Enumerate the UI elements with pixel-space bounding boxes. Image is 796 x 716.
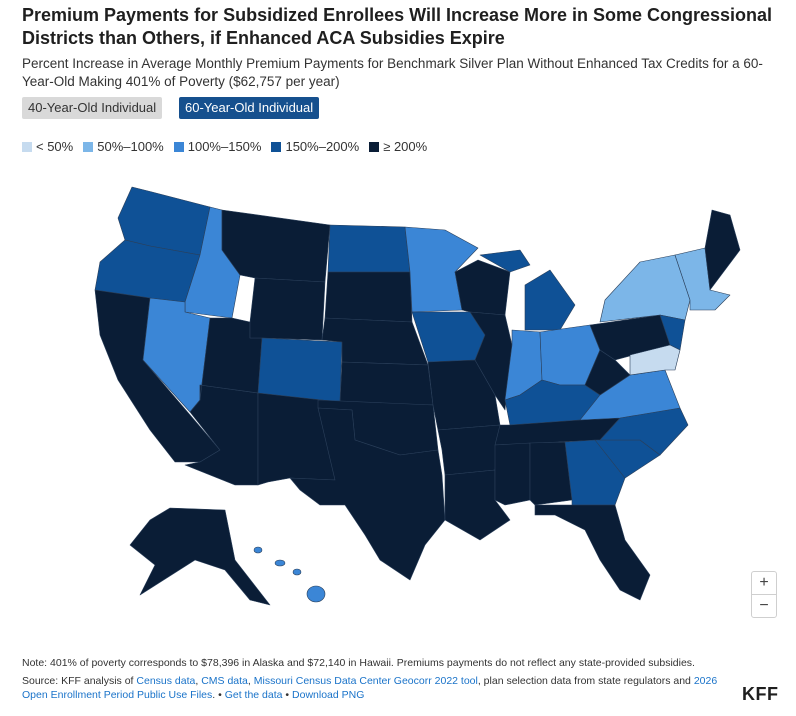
legend-swatch: [22, 141, 32, 152]
source-sep: •: [282, 689, 293, 701]
legend-swatch: [271, 141, 282, 152]
region-new-york[interactable]: [599, 254, 691, 323]
legend-label: 100%–150%: [187, 139, 262, 154]
chart-title: Premium Payments for Subsidized Enrollee…: [22, 5, 773, 48]
zoom-in-button[interactable]: +: [751, 571, 777, 595]
region-colorado[interactable]: [257, 337, 343, 403]
region-texas[interactable]: [289, 407, 446, 581]
get-data-link[interactable]: Get the data: [224, 689, 283, 701]
region-west-virginia[interactable]: [584, 349, 631, 396]
region-montana[interactable]: [221, 209, 331, 283]
region-hawaii[interactable]: [253, 546, 326, 603]
region-kansas[interactable]: [339, 361, 434, 406]
region-michigan[interactable]: [479, 249, 576, 331]
chart-subtitle: Percent Increase in Average Monthly Prem…: [22, 56, 763, 89]
region-arkansas[interactable]: [437, 424, 501, 476]
source-sep: ,: [247, 675, 254, 687]
census-data-link[interactable]: Census data: [136, 675, 196, 687]
source-text: Source: KFF analysis of Census data, CMS…: [22, 674, 722, 702]
region-florida[interactable]: [534, 504, 651, 601]
region-maryland[interactable]: [629, 344, 681, 376]
legend-item-50-100: 50%–100%: [83, 139, 164, 154]
toggle-60-year-old[interactable]: 60-Year-Old Individual: [179, 97, 320, 119]
cms-data-link[interactable]: CMS data: [201, 675, 248, 687]
region-illinois[interactable]: [469, 311, 513, 411]
legend-label: 150%–200%: [285, 139, 360, 154]
legend-swatch: [173, 141, 184, 152]
region-wisconsin[interactable]: [454, 259, 511, 316]
legend-item-150-200: 150%–200%: [271, 139, 359, 154]
legend-item-gte200: ≥ 200%: [369, 139, 427, 154]
legend-swatch: [83, 141, 94, 152]
kff-logo: KFF: [742, 684, 779, 704]
legend-label: < 50%: [36, 139, 74, 154]
geocorr-link[interactable]: Missouri Census Data Center Geocorr 2022…: [253, 675, 478, 687]
region-alabama[interactable]: [529, 441, 573, 506]
legend-label: ≥ 200%: [383, 139, 428, 154]
source-prefix: Source: KFF analysis of: [22, 675, 137, 687]
zoom-out-button[interactable]: −: [751, 594, 777, 618]
source-mid: , plan selection data from state regulat…: [477, 675, 694, 687]
region-wyoming[interactable]: [249, 277, 326, 341]
legend-item-100-150: 100%–150%: [173, 139, 262, 154]
legend: < 50% 50%–100% 100%–150% 150%–200% ≥ 200…: [22, 139, 427, 154]
legend-swatch: [369, 141, 380, 152]
legend-label: 50%–100%: [97, 139, 164, 154]
region-alaska[interactable]: [129, 507, 271, 606]
puf-link[interactable]: 2026 Open Enrollment Period Public Use F…: [22, 675, 718, 701]
legend-item-lt50: < 50%: [22, 139, 73, 154]
region-mississippi[interactable]: [494, 442, 531, 506]
us-district-map[interactable]: [0, 175, 796, 615]
download-png-link[interactable]: Download PNG: [292, 689, 365, 701]
region-south-dakota[interactable]: [324, 271, 413, 323]
region-maine[interactable]: [704, 209, 741, 291]
region-north-dakota[interactable]: [327, 224, 411, 273]
footnote: Note: 401% of poverty corresponds to $78…: [22, 657, 695, 669]
source-sep: . •: [212, 689, 225, 701]
toggle-40-year-old[interactable]: 40-Year-Old Individual: [22, 97, 163, 119]
source-sep: ,: [195, 675, 202, 687]
